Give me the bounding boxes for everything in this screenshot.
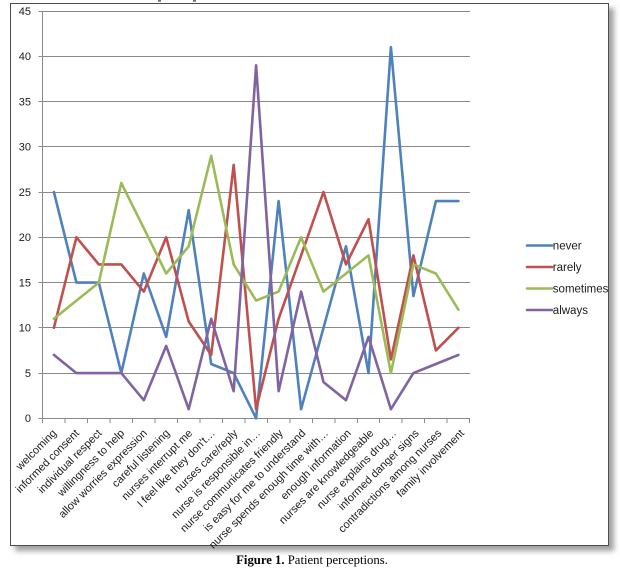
svg-text:always: always [553, 305, 588, 317]
svg-text:Figure 1. Patient perceptions.: Figure 1. Patient perceptions. [236, 553, 388, 567]
svg-text:15: 15 [19, 278, 31, 290]
svg-text:never: never [553, 241, 582, 253]
svg-text:35: 35 [19, 97, 31, 109]
svg-text:20: 20 [19, 232, 31, 244]
svg-text:25: 25 [19, 187, 31, 199]
svg-text:rarely: rarely [553, 262, 582, 274]
svg-text:40: 40 [19, 51, 31, 63]
svg-text:30: 30 [19, 142, 31, 154]
svg-text:5: 5 [25, 368, 31, 380]
svg-text:0: 0 [25, 413, 31, 425]
svg-text:45: 45 [19, 6, 31, 18]
svg-text:10: 10 [19, 323, 31, 335]
svg-text:sometimes: sometimes [553, 284, 609, 296]
